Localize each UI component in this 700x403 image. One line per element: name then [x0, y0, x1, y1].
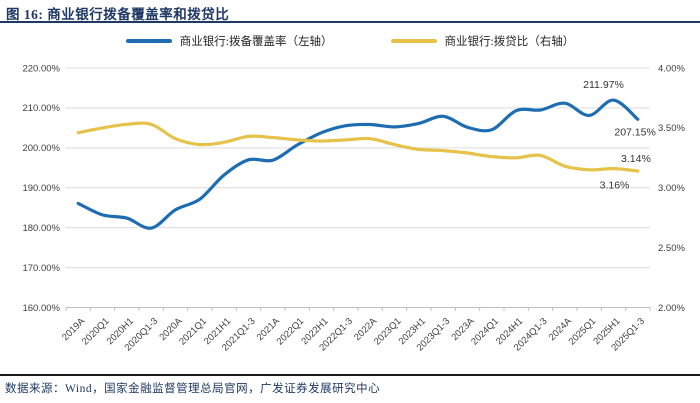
figure-title: 图 16: 商业银行拨备覆盖率和拨贷比: [6, 7, 230, 22]
title-divider: [0, 21, 700, 23]
data-point-label: 211.97%: [583, 79, 624, 91]
legend-item-provision: 商业银行:拨贷比（右轴）: [390, 33, 575, 49]
provision-line-swatch-icon: [390, 39, 437, 43]
y-axis-left-tick-label: 220.00%: [22, 63, 60, 74]
y-axis-left-tick-label: 180.00%: [22, 223, 60, 234]
y-axis-left-tick-label: 170.00%: [22, 263, 60, 274]
data-point-label: 3.14%: [621, 153, 651, 165]
line-chart: 220.00% 210.00% 200.00% 190.00% 180.00% 170.0…: [0, 55, 700, 370]
source-note: 数据来源：Wind，国家金融监督管理总局官网，广发证券发展研究中心: [5, 383, 381, 395]
legend-label-coverage: 商业银行:拨备覆盖率（左轴）: [179, 36, 333, 48]
y-axis-left-tick-label: 210.00%: [22, 103, 60, 114]
footer-divider: [0, 374, 700, 376]
y-axis-left-tick-label: 160.00%: [22, 303, 60, 314]
y-axis-right-tick-label: 2.00%: [658, 303, 685, 314]
y-axis-right-tick-label: 4.00%: [658, 63, 685, 74]
coverage-ratio-line: [76, 98, 640, 230]
data-point-label: 3.16%: [600, 180, 630, 192]
legend-label-provision: 商业银行:拨贷比（右轴）: [444, 36, 575, 48]
y-axis-left-tick-label: 190.00%: [22, 183, 60, 194]
y-axis-right-tick-label: 3.00%: [658, 183, 685, 194]
legend-item-coverage: 商业银行:拨备覆盖率（左轴）: [125, 33, 333, 49]
y-axis-right-tick-label: 2.50%: [658, 243, 685, 254]
coverage-line-swatch-icon: [125, 39, 172, 43]
data-point-label: 207.15%: [614, 126, 655, 138]
y-axis-right-tick-label: 3.50%: [658, 123, 685, 134]
chart-legend: 商业银行:拨备覆盖率（左轴） 商业银行:拨贷比（右轴）: [0, 31, 700, 51]
provision-ratio-line: [76, 121, 640, 173]
chart-canvas: 220.00% 210.00% 200.00% 190.00% 180.00% 170.0…: [22, 63, 685, 353]
y-axis-left-tick-label: 200.00%: [22, 143, 60, 154]
